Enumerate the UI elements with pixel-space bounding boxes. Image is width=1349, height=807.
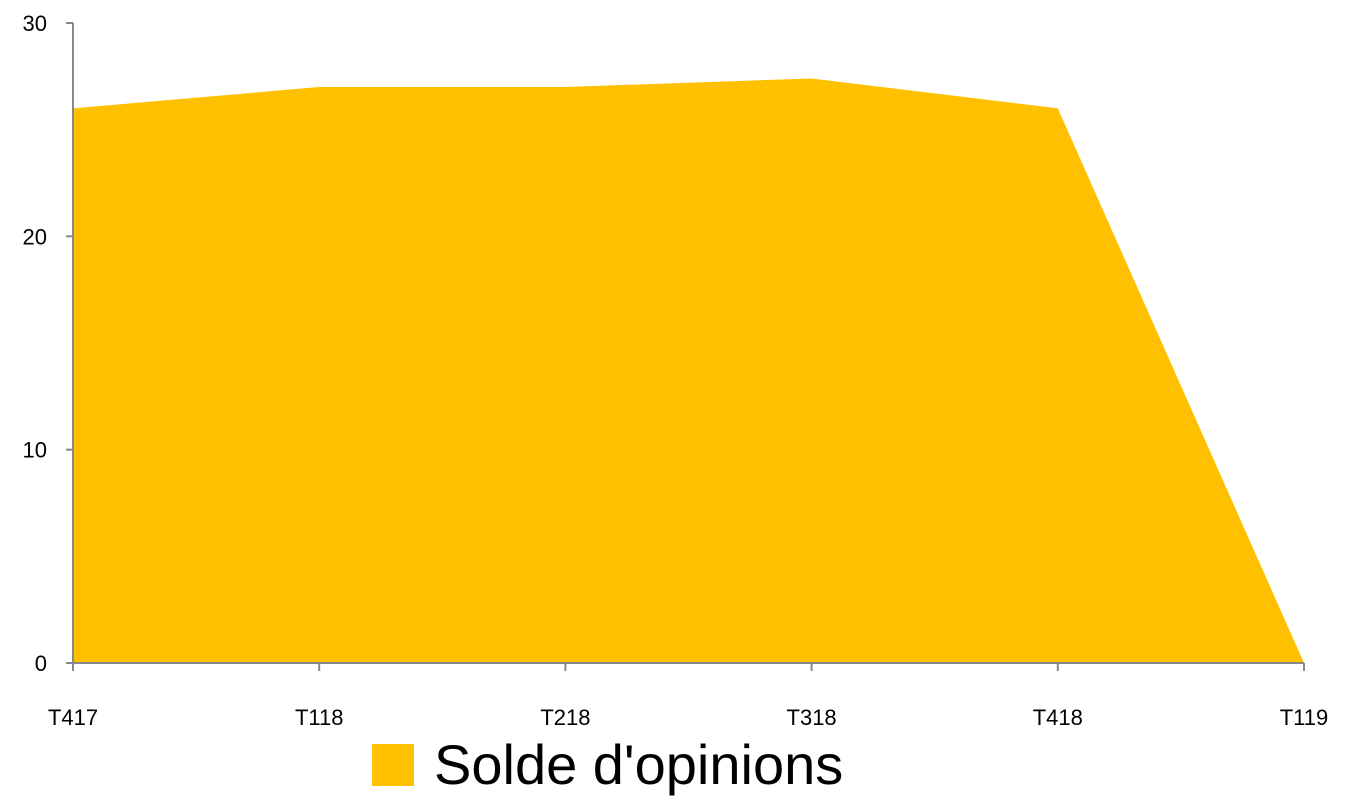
x-tick-label-t119: T119 (1280, 705, 1329, 730)
x-tick-label-t218: T218 (540, 705, 590, 730)
label-layer: 0 10 20 30 T417 T118 T218 T318 T418 T119 (23, 11, 1329, 730)
legend-swatch (372, 744, 414, 786)
legend-label: Solde d'opinions (434, 733, 844, 796)
x-tick-label-t118: T118 (295, 705, 344, 730)
area-layer (73, 78, 1304, 663)
axis-layer (66, 22, 1305, 671)
series-area-solde-opinions (73, 78, 1304, 663)
y-tick-label-0: 0 (35, 651, 47, 676)
y-tick-label-10: 10 (23, 438, 47, 463)
y-tick-label-30: 30 (23, 11, 47, 36)
x-tick-label-t417: T417 (48, 705, 98, 730)
y-tick-label-20: 20 (23, 224, 47, 249)
legend: Solde d'opinions (372, 730, 843, 800)
x-tick-label-t418: T418 (1033, 705, 1083, 730)
x-tick-label-t318: T318 (787, 705, 837, 730)
